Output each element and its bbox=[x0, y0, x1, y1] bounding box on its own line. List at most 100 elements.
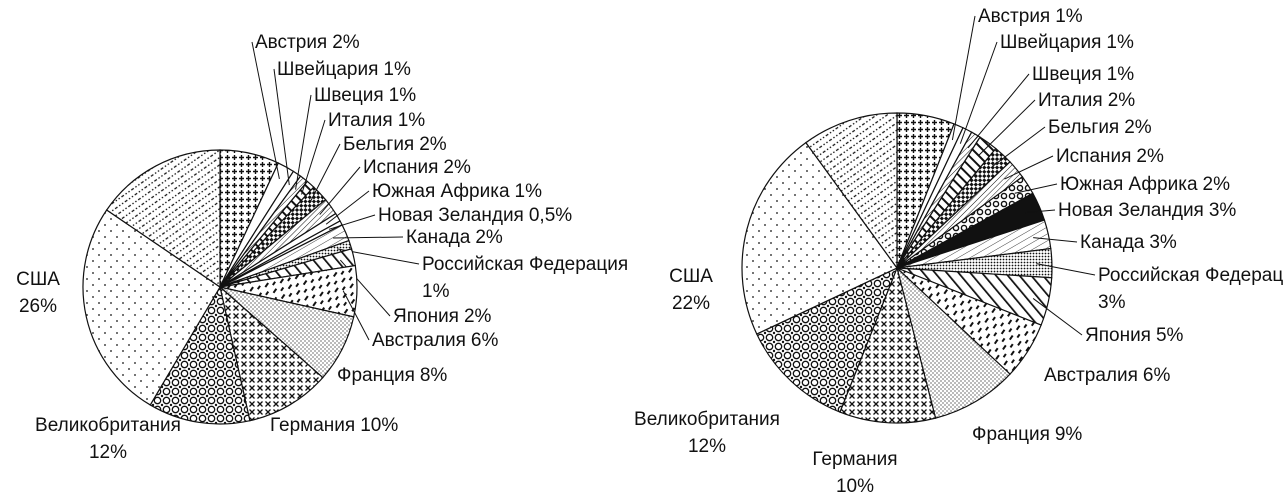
label-category: Германия bbox=[812, 449, 897, 470]
data-label: Германия 10% bbox=[270, 415, 398, 436]
label-value: 2% bbox=[1108, 90, 1136, 111]
label-category: Австрия bbox=[255, 32, 327, 53]
label-category: Италия bbox=[1038, 90, 1103, 111]
data-label: Австрия 2% bbox=[255, 32, 360, 53]
label-category: Германия bbox=[270, 415, 355, 436]
label-value: 5% bbox=[1156, 325, 1184, 346]
label-value: 26% bbox=[19, 296, 57, 317]
label-value: 1% bbox=[422, 281, 450, 302]
leader-line bbox=[319, 166, 361, 215]
label-category: Япония bbox=[393, 306, 459, 327]
data-label: Швейцария 1% bbox=[277, 59, 411, 80]
label-category: Австралия bbox=[1044, 365, 1138, 386]
label-category: Франция bbox=[337, 365, 415, 386]
label-value: 9% bbox=[1055, 424, 1083, 445]
label-category: Великобритания bbox=[35, 415, 181, 436]
leader-line bbox=[1014, 183, 1058, 194]
leader-line bbox=[959, 41, 998, 144]
leader-line bbox=[273, 68, 290, 186]
data-label: Австралия 6% bbox=[1044, 365, 1170, 386]
label-value: 6% bbox=[1143, 365, 1171, 386]
label-value: 2% bbox=[419, 134, 447, 155]
label-category: Япония bbox=[1085, 325, 1151, 346]
data-label: Великобритания 12% bbox=[35, 415, 181, 463]
leader-line bbox=[251, 41, 280, 180]
pie-slice bbox=[755, 266, 899, 413]
label-value: 1% bbox=[1106, 32, 1134, 53]
leader-line bbox=[978, 99, 1036, 156]
label-category: Южная Африка bbox=[1060, 174, 1198, 195]
data-label: Бельгия 2% bbox=[1048, 117, 1152, 138]
label-category: Австралия bbox=[372, 330, 466, 351]
data-label: Новая Зеландия 0,5% bbox=[378, 205, 572, 226]
label-category: Швеция bbox=[314, 85, 384, 106]
data-label: Испания 2% bbox=[1056, 146, 1164, 167]
label-category: Швейцария bbox=[1000, 32, 1101, 53]
label-category: Швейцария bbox=[277, 59, 378, 80]
data-label: Великобритания 12% bbox=[634, 409, 780, 457]
label-value: 1% bbox=[515, 181, 543, 202]
pie-slice bbox=[741, 141, 898, 335]
leader-line bbox=[1036, 263, 1096, 276]
label-value: 12% bbox=[688, 436, 726, 457]
label-value: 2% bbox=[443, 157, 471, 178]
data-label: Канада 3% bbox=[1080, 232, 1177, 253]
label-value: 1% bbox=[1107, 64, 1135, 85]
data-label: Бельгия 2% bbox=[343, 134, 447, 155]
label-value: 6% bbox=[471, 330, 499, 351]
leader-line bbox=[951, 15, 976, 141]
pie-slice bbox=[895, 266, 1011, 419]
data-label: Новая Зеландия 3% bbox=[1058, 200, 1236, 221]
label-category: Великобритания bbox=[634, 409, 780, 430]
leader-line bbox=[333, 236, 404, 239]
label-category: Австрия bbox=[978, 6, 1050, 27]
data-label: США 22% bbox=[669, 266, 713, 314]
leader-line bbox=[342, 290, 370, 341]
label-category: Швеция bbox=[1032, 64, 1102, 85]
data-label: Италия 2% bbox=[1038, 90, 1135, 111]
leader-line bbox=[325, 190, 370, 225]
label-category: Италия bbox=[328, 110, 393, 131]
label-value: 2% bbox=[475, 227, 503, 248]
data-label: Швеция 1% bbox=[1032, 64, 1134, 85]
data-label: Российская Федерация 1% bbox=[422, 254, 628, 302]
pie-slice bbox=[839, 266, 937, 424]
label-category: США bbox=[16, 269, 60, 290]
data-label: Швейцария 1% bbox=[1000, 32, 1134, 53]
label-category: Новая Зеландия bbox=[378, 205, 524, 226]
leader-line bbox=[301, 119, 326, 195]
label-category: Южная Африка bbox=[372, 181, 510, 202]
data-label: Южная Африка 1% bbox=[372, 181, 542, 202]
label-category: Российская Федерация bbox=[1098, 265, 1284, 286]
label-value: 12% bbox=[89, 442, 127, 463]
leader-line bbox=[1004, 155, 1054, 180]
label-value: 22% bbox=[672, 293, 710, 314]
pie-slice bbox=[105, 149, 221, 289]
leader-line bbox=[295, 94, 312, 190]
label-category: Новая Зеландия bbox=[1058, 200, 1204, 221]
label-category: США bbox=[669, 266, 713, 287]
label-category: Франция bbox=[972, 424, 1050, 445]
label-value: 3% bbox=[1149, 232, 1177, 253]
data-label: Австрия 1% bbox=[978, 6, 1083, 27]
data-label: США 26% bbox=[16, 269, 60, 317]
label-category: Испания bbox=[1056, 146, 1131, 167]
data-label: Франция 9% bbox=[972, 424, 1082, 445]
data-label: Италия 1% bbox=[328, 110, 425, 131]
label-value: 1% bbox=[383, 59, 411, 80]
pie-slice bbox=[219, 285, 324, 422]
label-category: Бельгия bbox=[1048, 117, 1119, 138]
label-value: 10% bbox=[360, 415, 398, 436]
leader-line bbox=[1032, 298, 1083, 336]
label-value: 8% bbox=[420, 365, 448, 386]
label-value: 2% bbox=[1203, 174, 1231, 195]
label-value: 2% bbox=[464, 306, 492, 327]
pie-slice bbox=[149, 285, 251, 425]
data-label: Швеция 1% bbox=[314, 85, 416, 106]
data-label: Канада 2% bbox=[406, 227, 503, 248]
data-label: Испания 2% bbox=[363, 157, 471, 178]
label-value: 2% bbox=[1136, 146, 1164, 167]
label-category: Канада bbox=[406, 227, 471, 248]
label-category: Бельгия bbox=[343, 134, 414, 155]
